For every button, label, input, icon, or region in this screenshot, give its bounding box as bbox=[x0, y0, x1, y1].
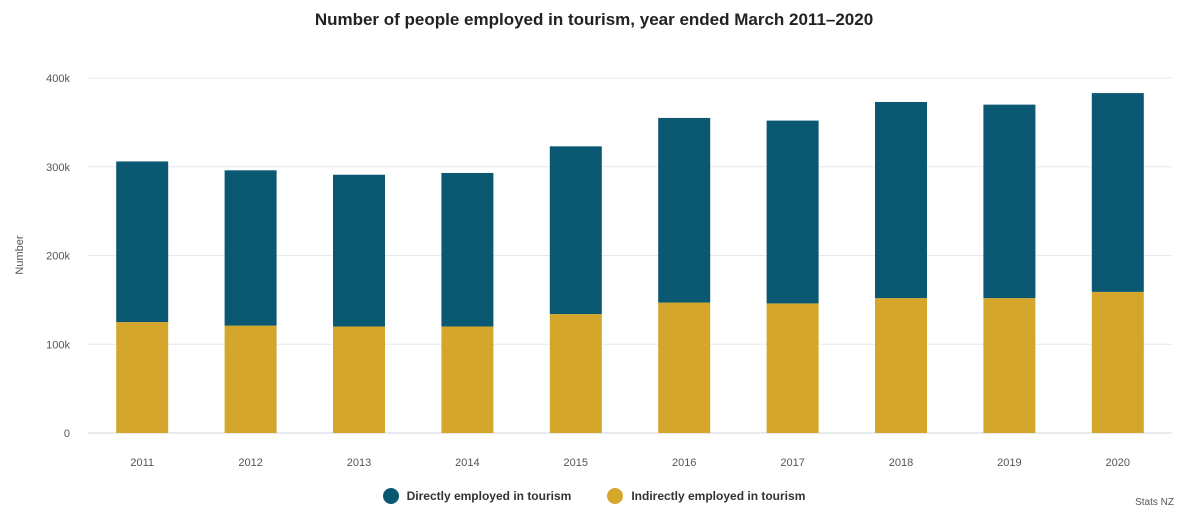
bar-direct[interactable] bbox=[875, 101, 927, 299]
y-tick-label: 300k bbox=[46, 162, 70, 174]
y-tick-label: 200k bbox=[46, 251, 70, 263]
bar-direct[interactable] bbox=[116, 161, 169, 323]
bars bbox=[116, 93, 1144, 433]
y-tick-label: 0 bbox=[64, 428, 70, 440]
bar-indirect[interactable] bbox=[875, 298, 927, 433]
bar-indirect[interactable] bbox=[658, 302, 711, 433]
bar-direct[interactable] bbox=[549, 146, 602, 315]
x-tick-label: 2019 bbox=[997, 457, 1021, 469]
bar-direct[interactable] bbox=[333, 174, 385, 327]
legend-item-direct[interactable]: Directly employed in tourism bbox=[382, 488, 572, 504]
x-tick-label: 2015 bbox=[564, 457, 588, 469]
x-tick-label: 2016 bbox=[672, 457, 696, 469]
legend-swatch-direct bbox=[382, 488, 399, 504]
bar-direct[interactable] bbox=[658, 117, 711, 303]
bar-indirect[interactable] bbox=[766, 303, 819, 433]
axes: 0 100k 200k 300k 400k 2011 2012 2013 2014 2015 201… bbox=[46, 73, 1130, 469]
chart-title: Number of people employed in tourism, ye… bbox=[314, 10, 874, 29]
bar-indirect[interactable] bbox=[441, 326, 494, 434]
bar-direct[interactable] bbox=[983, 104, 1036, 299]
bar-indirect[interactable] bbox=[549, 314, 602, 433]
legend-swatch-indirect bbox=[607, 488, 624, 504]
bar-indirect[interactable] bbox=[983, 298, 1036, 433]
x-tick-label: 2018 bbox=[889, 457, 913, 469]
legend-item-indirect[interactable]: Indirectly employed in tourism bbox=[607, 488, 805, 504]
bar-indirect[interactable] bbox=[1091, 291, 1144, 433]
bar-indirect[interactable] bbox=[224, 325, 277, 433]
x-tick-label: 2012 bbox=[238, 457, 262, 469]
x-tick-label: 2020 bbox=[1106, 457, 1130, 469]
legend-label-indirect: Indirectly employed in tourism bbox=[631, 489, 806, 503]
y-tick-label: 100k bbox=[46, 339, 70, 351]
bar-direct[interactable] bbox=[766, 120, 819, 304]
source-credit: Stats NZ bbox=[1135, 497, 1174, 508]
legend-label-direct: Directly employed in tourism bbox=[406, 489, 572, 503]
x-tick-label: 2013 bbox=[347, 457, 371, 469]
bar-direct[interactable] bbox=[224, 170, 277, 326]
y-axis-label: Number bbox=[14, 235, 26, 274]
bar-direct[interactable] bbox=[1091, 93, 1144, 292]
bar-indirect[interactable] bbox=[116, 322, 169, 433]
x-tick-label: 2014 bbox=[455, 457, 479, 469]
bar-indirect[interactable] bbox=[333, 326, 385, 434]
legend: Directly employed in tourism Indirectly … bbox=[0, 488, 1188, 504]
bar-direct[interactable] bbox=[441, 172, 494, 327]
x-tick-label: 2017 bbox=[780, 457, 804, 469]
x-tick-label: 2011 bbox=[130, 457, 154, 469]
y-tick-label: 400k bbox=[46, 73, 70, 85]
